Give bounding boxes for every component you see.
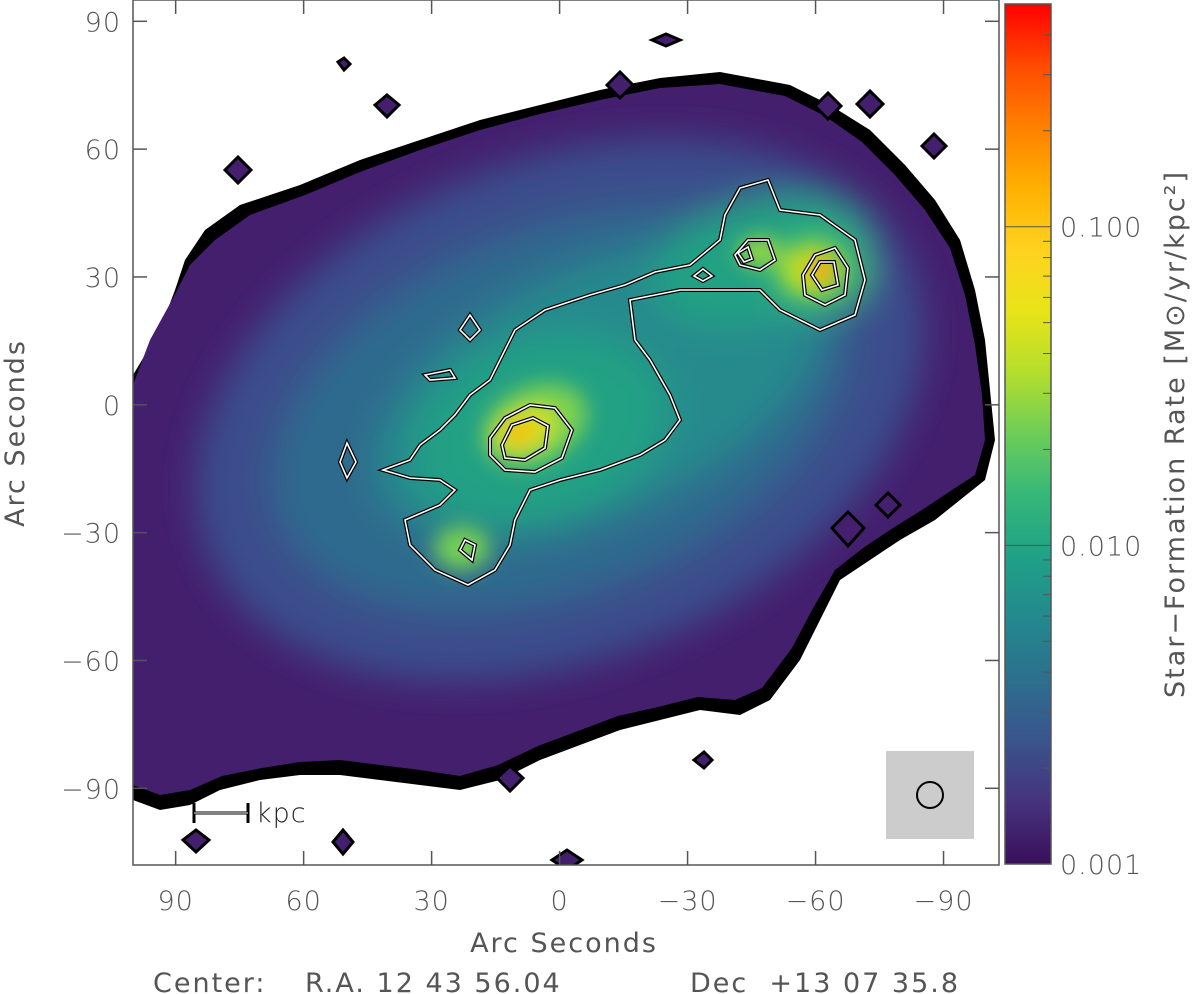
- x-tick-label: −60: [786, 886, 846, 917]
- x-tick-label: 90: [157, 886, 193, 917]
- center-caption: Center: R.A. 12 43 56.04 Dec +13 07 35.8: [153, 968, 960, 994]
- noise-blobs: [180, 32, 949, 865]
- y-tick-label: −60: [61, 646, 121, 677]
- y-tick-label: −90: [61, 774, 121, 805]
- contours: [339, 179, 866, 586]
- colorbar: 0.001 0.010 0.100 Star−Formation Rate [M⊙/…: [1004, 3, 1191, 881]
- y-axis-title: Arc Seconds: [0, 339, 31, 527]
- center-dec: Dec +13 07 35.8: [690, 968, 960, 994]
- x-axis-title: Arc Seconds: [470, 928, 658, 959]
- y-tick-label: 90: [85, 7, 121, 38]
- colorbar-gradient: [1004, 3, 1052, 865]
- colorbar-tick-label: 0.010: [1060, 531, 1142, 562]
- y-axis-ticks: 90 60 30 0 −30 −60 −90: [61, 7, 999, 805]
- sfr-map: [133, 32, 995, 865]
- y-tick-label: 60: [85, 135, 121, 166]
- scale-bar-label: kpc: [256, 798, 307, 829]
- colorbar-label: Star−Formation Rate [M⊙/yr/kpc²]: [1160, 170, 1191, 698]
- y-tick-label: −30: [61, 519, 121, 550]
- beam-box: [886, 751, 974, 839]
- x-tick-label: −90: [914, 886, 974, 917]
- x-tick-label: 30: [413, 886, 449, 917]
- plot-frame: [132, 0, 1000, 866]
- colorbar-tick-label: 0.001: [1060, 850, 1142, 881]
- x-tick-label: 0: [551, 886, 569, 917]
- x-tick-label: −30: [658, 886, 718, 917]
- x-axis-ticks: 90 60 30 0 −30 −60 −90: [157, 0, 973, 917]
- y-tick-label: 0: [103, 391, 121, 422]
- colorbar-label-prefix: Star−Formation Rate: [1160, 365, 1191, 698]
- colorbar-label-units: [M⊙/yr/kpc²]: [1160, 170, 1191, 365]
- beam-circle: [916, 781, 944, 809]
- colorbar-tick-label: 0.100: [1060, 213, 1142, 244]
- y-tick-label: 30: [85, 263, 121, 294]
- colorbar-ticks: 0.001 0.010 0.100: [1005, 3, 1142, 881]
- center-ra: R.A. 12 43 56.04: [305, 968, 562, 994]
- center-prefix: Center:: [153, 968, 267, 994]
- x-tick-label: 60: [285, 886, 321, 917]
